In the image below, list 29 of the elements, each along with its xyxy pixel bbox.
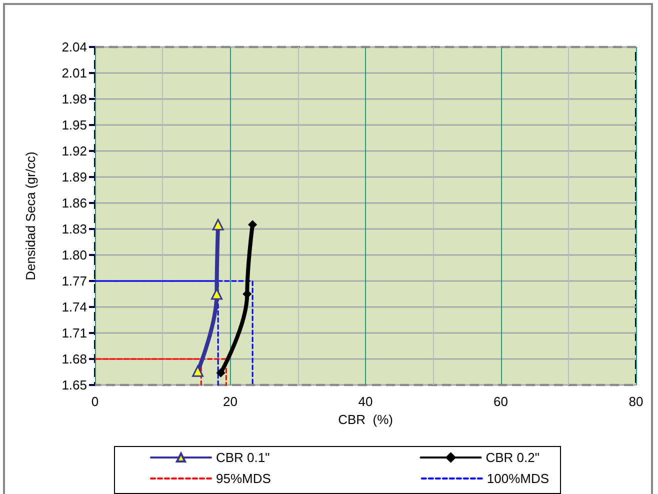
legend-label: CBR 0.2"	[486, 450, 540, 465]
y-tick-label: 1.95	[62, 118, 87, 132]
y-tick-label: 1.74	[62, 300, 87, 314]
point	[192, 365, 204, 377]
y-tick-label: 1.98	[62, 92, 87, 106]
point	[216, 368, 226, 378]
y-axis-title: Densidad Seca (gr/cc)	[23, 152, 38, 280]
y-tick-label: 1.65	[62, 378, 87, 392]
y-tick-label: 1.89	[62, 170, 87, 184]
x-tick-label: 20	[223, 394, 238, 409]
y-tick-label: 1.80	[62, 248, 87, 262]
y-tick-label: 1.71	[62, 326, 87, 340]
x-tick-label: 60	[494, 394, 508, 409]
point	[212, 218, 224, 230]
y-tick-label: 1.86	[62, 196, 87, 210]
legend-label: 95%MDS	[216, 471, 272, 486]
y-tick-label: 1.83	[62, 222, 87, 236]
legend-label: 100%MDS	[486, 471, 550, 486]
x-axis-title: CBR (%)	[338, 412, 393, 427]
x-tick-label: 0	[91, 394, 99, 409]
point	[248, 220, 257, 229]
legend-label: CBR 0.1"	[216, 450, 270, 465]
y-tick-label: 1.92	[62, 144, 87, 158]
x-tick-label: 40	[358, 394, 373, 409]
y-tick-label: 2.01	[62, 66, 87, 80]
y-tick-label: 1.77	[62, 274, 87, 288]
y-tick-label: 1.68	[62, 352, 87, 366]
x-tick-label: 80	[628, 394, 644, 409]
y-tick-label: 2.04	[62, 40, 87, 54]
